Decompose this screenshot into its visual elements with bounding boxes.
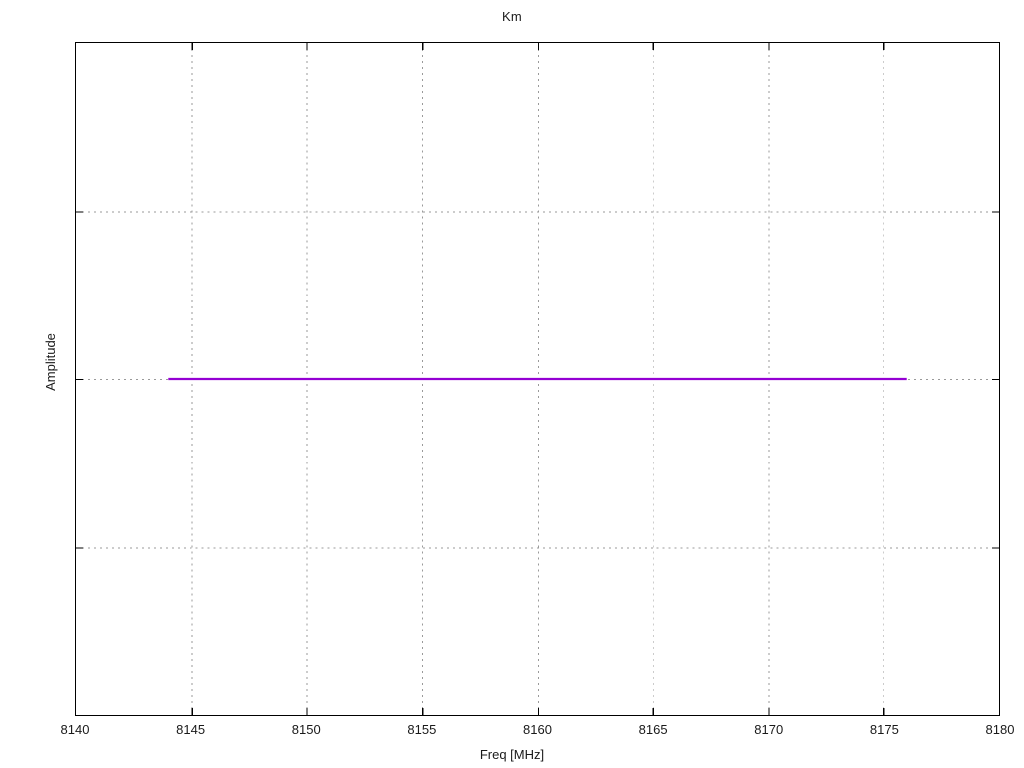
x-tick-label: 8175: [869, 722, 899, 737]
x-tick-label: 8145: [176, 722, 206, 737]
x-tick-label: 8180: [985, 722, 1015, 737]
x-tick-label: 8160: [523, 722, 552, 737]
x-tick-label: 8140: [60, 722, 90, 737]
x-tick-label: 8165: [638, 722, 668, 737]
y-axis-title: Amplitude: [43, 333, 58, 391]
x-tick-label: 8155: [407, 722, 437, 737]
x-tick-label: 8150: [291, 722, 321, 737]
plot-area: [75, 42, 1000, 716]
page-title: Km: [502, 9, 522, 24]
x-tick-label: 8170: [754, 722, 784, 737]
x-axis-title: Freq [MHz]: [479, 747, 545, 762]
axis-ticks: [76, 43, 999, 715]
data-series-km: [168, 377, 907, 381]
